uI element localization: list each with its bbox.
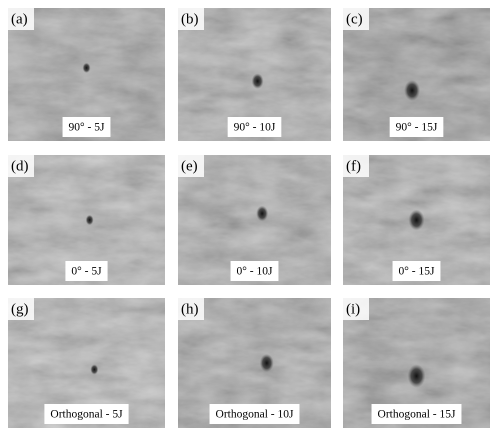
panel-caption: Orthogonal - 5J: [50, 409, 123, 421]
panel-caption: Orthogonal - 15J: [378, 409, 456, 421]
panel: (d) 0° - 5J: [8, 155, 165, 285]
panel-letter: (h): [181, 301, 199, 317]
panel-letter: (c): [346, 11, 363, 27]
panel-letter: (b): [181, 11, 199, 27]
panel-letter: (d): [11, 158, 29, 174]
panel-caption: 0° - 15J: [399, 266, 435, 278]
panel: (g) Orthogonal - 5J: [8, 298, 165, 428]
panel-caption: 0° - 10J: [237, 266, 273, 278]
panel: (e) 0° - 10J: [178, 155, 331, 285]
panel-letter: (i): [346, 301, 360, 317]
panel-caption: 90° - 5J: [69, 122, 105, 134]
panel-letter: (f): [346, 158, 361, 174]
panel: (b) 90° - 10J: [178, 8, 331, 141]
panel-caption: Orthogonal - 10J: [216, 409, 294, 421]
impact-spot: [408, 364, 426, 387]
impact-spot: [90, 364, 98, 374]
panel: (f) 0° - 15J: [343, 155, 490, 285]
panel-letter: (a): [11, 11, 28, 27]
panel-grid: (a) 90° - 5J (b) 90° - 10J (c) 90° - 15J (d) 0°…: [8, 8, 490, 428]
panel: (i) Orthogonal - 15J: [343, 298, 490, 428]
panel-letter: (g): [11, 301, 29, 317]
panel-caption: 90° - 10J: [234, 122, 276, 134]
impact-spot: [409, 210, 425, 231]
panel: (h) Orthogonal - 10J: [178, 298, 331, 428]
impact-spot: [83, 63, 91, 73]
impact-spot: [260, 354, 274, 372]
figure: (a) 90° - 5J (b) 90° - 10J (c) 90° - 15J (d) 0°…: [0, 0, 493, 431]
impact-spot: [86, 215, 94, 225]
panel-letter: (e): [181, 158, 198, 174]
impact-spot: [404, 80, 420, 101]
impact-spot: [256, 206, 268, 222]
impact-spot: [252, 73, 264, 89]
panel: (a) 90° - 5J: [8, 8, 165, 141]
panel-caption: 0° - 5J: [71, 266, 102, 278]
panel: (c) 90° - 15J: [343, 8, 490, 141]
panel-caption: 90° - 15J: [396, 122, 438, 134]
